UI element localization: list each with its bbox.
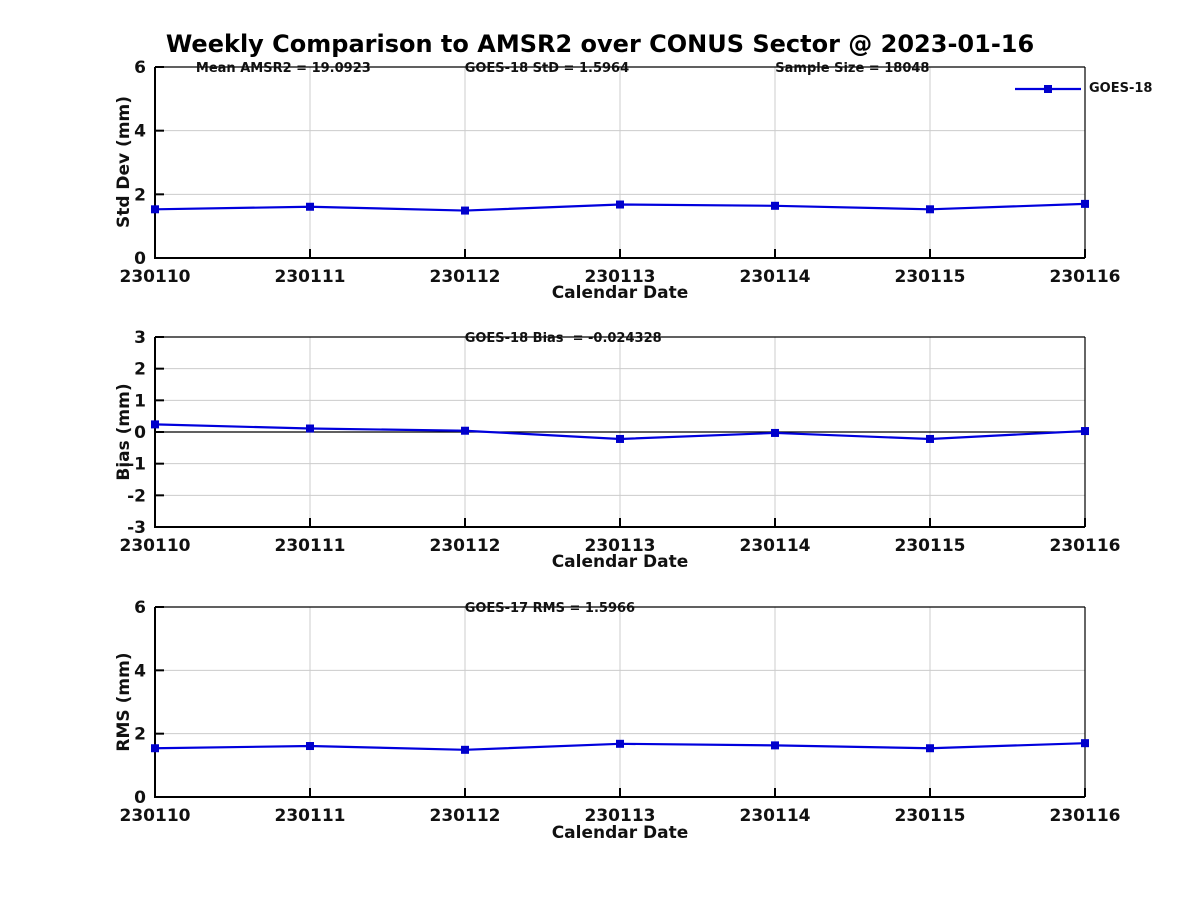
xlabel-calendar-date-top: Calendar Date — [551, 283, 689, 303]
data-point-marker — [1081, 199, 1089, 208]
y-tick-label: 2 — [134, 725, 146, 745]
x-tick-label: 230114 — [740, 267, 811, 287]
y-tick-label: -2 — [127, 486, 146, 506]
x-tick-label: 230111 — [275, 536, 346, 556]
y-tick-label: 0 — [134, 423, 146, 443]
y-tick-label: 6 — [134, 598, 146, 618]
x-tick-label: 230110 — [120, 267, 191, 287]
x-tick-label: 230111 — [275, 806, 346, 826]
data-point-marker — [616, 434, 624, 443]
x-tick-label: 230113 — [585, 267, 656, 287]
y-tick-label: 2 — [134, 185, 146, 205]
annotation-text: GOES-18 Bias = -0.024328 — [465, 331, 662, 346]
x-tick-label: 230112 — [430, 806, 501, 826]
x-tick-label: 230114 — [740, 536, 811, 556]
data-point-marker — [151, 205, 159, 214]
data-point-marker — [771, 201, 779, 210]
y-tick-label: 0 — [134, 249, 146, 269]
x-tick-label: 230115 — [895, 536, 966, 556]
ylabel-std-dev: Std Dev (mm) — [114, 95, 134, 229]
y-tick-label: 4 — [134, 661, 146, 681]
y-tick-label: -3 — [127, 518, 146, 538]
data-point-marker — [926, 205, 934, 214]
x-tick-label: 230116 — [1050, 267, 1121, 287]
annotation-text: Sample Size = 18048 — [775, 61, 929, 76]
legend: GOES-18 — [1014, 81, 1152, 96]
data-point-marker — [151, 420, 159, 429]
data-point-marker — [926, 434, 934, 443]
x-tick-label: 230115 — [895, 806, 966, 826]
data-point-marker — [461, 206, 469, 215]
x-tick-label: 230112 — [430, 267, 501, 287]
data-point-marker — [771, 741, 779, 750]
data-point-marker — [1081, 739, 1089, 748]
data-point-marker — [771, 428, 779, 437]
data-point-marker — [926, 744, 934, 753]
x-tick-label: 230113 — [585, 536, 656, 556]
data-point-marker — [151, 744, 159, 753]
x-tick-label: 230110 — [120, 536, 191, 556]
figure-title: Weekly Comparison to AMSR2 over CONUS Se… — [165, 30, 1035, 58]
y-tick-label: -1 — [127, 455, 146, 475]
annotation-text: Mean AMSR2 = 19.0923 — [196, 61, 371, 76]
data-point-marker — [616, 200, 624, 209]
x-tick-label: 230110 — [120, 806, 191, 826]
ylabel-bias: Bias (mm) — [114, 383, 134, 481]
xlabel-calendar-date-bottom: Calendar Date — [551, 823, 689, 843]
x-tick-label: 230111 — [275, 267, 346, 287]
y-tick-label: 6 — [134, 58, 146, 78]
data-point-marker — [306, 742, 314, 751]
x-tick-label: 230115 — [895, 267, 966, 287]
x-tick-label: 230113 — [585, 806, 656, 826]
y-tick-label: 3 — [134, 328, 146, 348]
y-tick-label: 1 — [134, 391, 146, 411]
data-point-marker — [461, 745, 469, 754]
legend-label: GOES-18 — [1089, 81, 1153, 96]
x-tick-label: 230114 — [740, 806, 811, 826]
ylabel-rms: RMS (mm) — [114, 652, 134, 752]
data-point-marker — [1081, 427, 1089, 436]
data-point-marker — [306, 424, 314, 433]
y-tick-label: 4 — [134, 122, 146, 142]
x-tick-label: 230112 — [430, 536, 501, 556]
annotation-text: GOES-18 StD = 1.5964 — [465, 61, 629, 76]
x-tick-label: 230116 — [1050, 536, 1121, 556]
data-point-marker — [461, 426, 469, 435]
y-tick-label: 0 — [134, 788, 146, 808]
legend-line-icon — [1015, 84, 1081, 93]
data-point-marker — [306, 202, 314, 211]
x-tick-label: 230116 — [1050, 806, 1121, 826]
annotation-text: GOES-17 RMS = 1.5966 — [465, 601, 635, 616]
data-point-marker — [616, 739, 624, 748]
y-tick-label: 2 — [134, 360, 146, 380]
xlabel-calendar-date-middle: Calendar Date — [551, 552, 689, 572]
